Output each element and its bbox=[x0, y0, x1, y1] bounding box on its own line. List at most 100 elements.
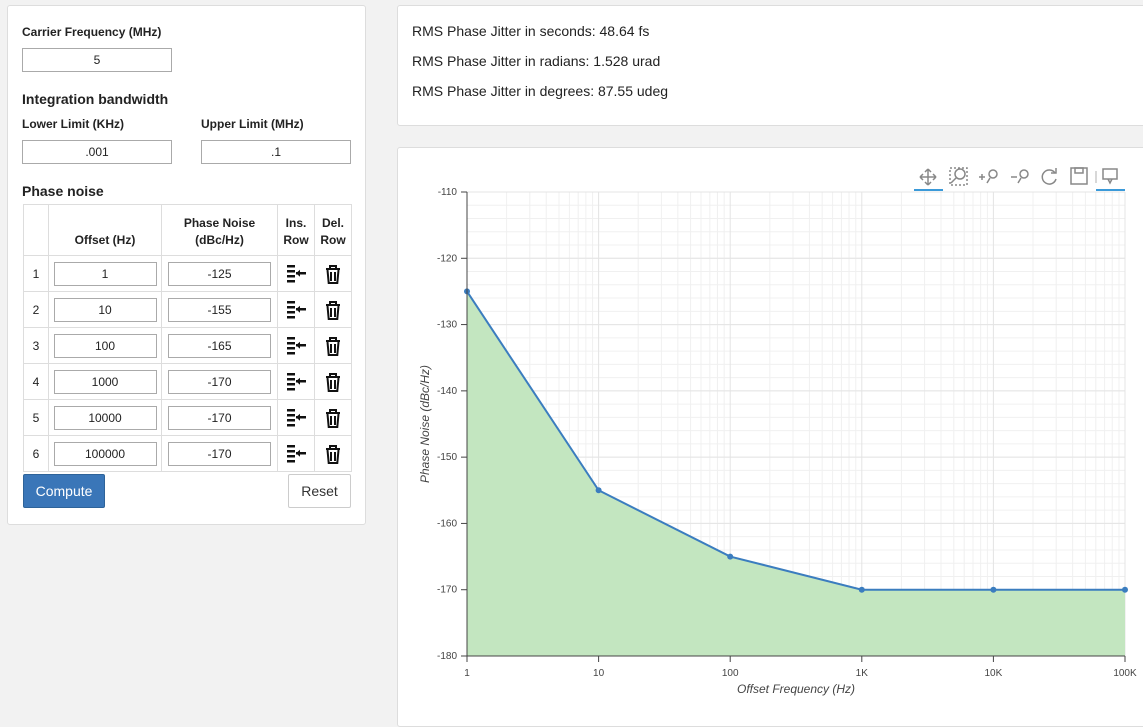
insert-icon[interactable] bbox=[284, 334, 308, 358]
y-tick-label: -130 bbox=[437, 320, 457, 331]
insert-icon[interactable] bbox=[284, 406, 308, 430]
chart-panel: -110 -120 -130 -140 -150 -160 -170 -180 1 10 100 1K… bbox=[397, 147, 1143, 727]
row-number: 5 bbox=[23, 399, 49, 436]
x-tick-label: 1 bbox=[464, 668, 470, 679]
cell: 10 bbox=[48, 291, 162, 328]
cell bbox=[277, 327, 315, 364]
point bbox=[990, 586, 997, 593]
header-text: Ins. Row bbox=[283, 216, 309, 247]
results-panel: RMS Phase Jitter in seconds: 48.64 fs RM… bbox=[397, 5, 1143, 126]
y-tick-label: -150 bbox=[437, 452, 457, 463]
table-row: 6 100000 -170 bbox=[23, 435, 352, 472]
heading: Integration bandwidth bbox=[22, 91, 169, 107]
cell: 1000 bbox=[48, 363, 162, 400]
y-tick-label: -170 bbox=[437, 585, 457, 596]
y-tick-label: -160 bbox=[437, 518, 457, 529]
cell bbox=[314, 435, 352, 472]
noise-input[interactable]: -170 bbox=[168, 369, 271, 394]
insert-icon[interactable] bbox=[284, 442, 308, 466]
cell: -170 bbox=[161, 399, 278, 436]
noise-input[interactable]: -155 bbox=[168, 297, 271, 322]
page: { "carrier": {"label": "Carrier Frequenc… bbox=[7, 5, 1143, 727]
y-tick-label: -120 bbox=[437, 253, 457, 264]
zoom-out-tool[interactable] bbox=[1011, 169, 1029, 184]
row-number: 2 bbox=[23, 291, 49, 328]
offset-input[interactable]: 1 bbox=[53, 261, 157, 286]
cell: -170 bbox=[161, 363, 278, 400]
x-tick-label: 10 bbox=[593, 668, 605, 679]
y-axis-label: Phase Noise (dBc/Hz) bbox=[418, 365, 432, 483]
cell bbox=[314, 255, 352, 292]
label: Lower Limit (KHz) bbox=[22, 117, 124, 131]
delete-icon[interactable] bbox=[321, 406, 345, 430]
y-tick-label: -140 bbox=[437, 386, 457, 397]
point bbox=[595, 487, 602, 494]
header-cell bbox=[23, 204, 49, 256]
insert-icon[interactable] bbox=[284, 262, 308, 286]
pan-tool[interactable] bbox=[919, 168, 937, 186]
cell: 100 bbox=[48, 327, 162, 364]
y-tick-label: -180 bbox=[437, 651, 457, 662]
carrier-input[interactable]: 5 bbox=[22, 48, 172, 72]
header-cell: Offset (Hz) bbox=[48, 204, 162, 256]
delete-icon[interactable] bbox=[321, 262, 345, 286]
cell bbox=[314, 363, 352, 400]
result-text: RMS Phase Jitter in degrees: 87.55 udeg bbox=[412, 83, 669, 99]
lower-input[interactable]: .001 bbox=[22, 140, 172, 164]
point bbox=[727, 553, 734, 560]
delete-icon[interactable] bbox=[321, 370, 345, 394]
offset-input[interactable]: 10 bbox=[53, 297, 157, 322]
cell bbox=[277, 255, 315, 292]
insert-icon[interactable] bbox=[284, 298, 308, 322]
x-tick-label: 100K bbox=[1113, 668, 1137, 679]
reset-button[interactable]: Reset bbox=[288, 474, 351, 508]
cell bbox=[277, 291, 315, 328]
table-row: 4 1000 -170 bbox=[23, 363, 352, 400]
cell: -155 bbox=[161, 291, 278, 328]
row-number: 4 bbox=[23, 363, 49, 400]
cell: 10000 bbox=[48, 399, 162, 436]
hover-tool[interactable] bbox=[1102, 168, 1118, 185]
toolbar bbox=[914, 167, 1125, 191]
table-row: 1 1 -125 bbox=[23, 255, 352, 292]
offset-input[interactable]: 100 bbox=[53, 333, 157, 358]
row-number: 3 bbox=[23, 327, 49, 364]
row-number: 6 bbox=[23, 435, 49, 472]
box-zoom-tool[interactable] bbox=[949, 167, 968, 186]
noise-input[interactable]: -125 bbox=[168, 261, 271, 286]
offset-input[interactable]: 1000 bbox=[53, 369, 157, 394]
noise-input[interactable]: -170 bbox=[168, 441, 271, 466]
noise-input[interactable]: -165 bbox=[168, 333, 271, 358]
offset-input[interactable]: 10000 bbox=[53, 405, 157, 430]
table-row: 2 10 -155 bbox=[23, 291, 352, 328]
x-axis-label: Offset Frequency (Hz) bbox=[737, 682, 855, 696]
cell bbox=[277, 363, 315, 400]
table-row: 3 100 -165 bbox=[23, 327, 352, 364]
result-text: RMS Phase Jitter in seconds: 48.64 fs bbox=[412, 23, 650, 39]
header-cell: Phase Noise (dBc/Hz) bbox=[161, 204, 278, 256]
cell: -125 bbox=[161, 255, 278, 292]
cell bbox=[314, 327, 352, 364]
offset-input[interactable]: 100000 bbox=[53, 441, 157, 466]
cell: -165 bbox=[161, 327, 278, 364]
header-text: Phase Noise (dBc/Hz) bbox=[183, 216, 256, 247]
point bbox=[1122, 586, 1128, 593]
cell bbox=[314, 399, 352, 436]
compute-button[interactable]: Compute bbox=[23, 474, 105, 508]
noise-input[interactable]: -170 bbox=[168, 405, 271, 430]
header-text: Del. Row bbox=[320, 216, 346, 247]
delete-icon[interactable] bbox=[321, 442, 345, 466]
upper-input[interactable]: .1 bbox=[201, 140, 351, 164]
label: Upper Limit (MHz) bbox=[201, 117, 304, 131]
save-tool[interactable] bbox=[1070, 167, 1088, 185]
reset-tool[interactable] bbox=[1041, 168, 1057, 185]
delete-icon[interactable] bbox=[321, 334, 345, 358]
insert-icon[interactable] bbox=[284, 370, 308, 394]
heading: Phase noise bbox=[22, 183, 104, 199]
cell: 1 bbox=[48, 255, 162, 292]
header-cell: Ins. Row bbox=[277, 204, 315, 256]
x-tick-label: 10K bbox=[985, 668, 1003, 679]
phase-noise-table: Offset (Hz) Phase Noise (dBc/Hz) Ins. Ro… bbox=[23, 204, 352, 472]
zoom-in-tool[interactable] bbox=[979, 169, 998, 184]
delete-icon[interactable] bbox=[321, 298, 345, 322]
